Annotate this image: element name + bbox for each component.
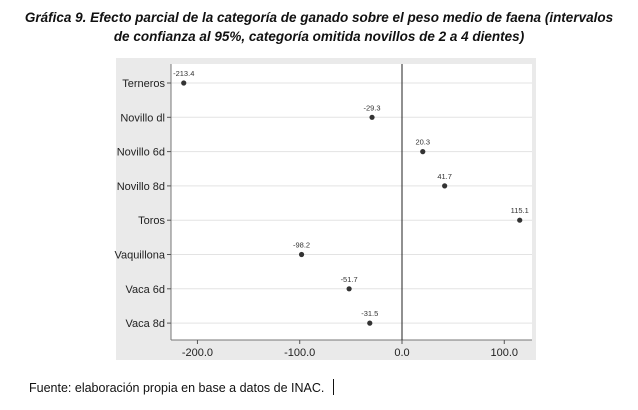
data-label-6: -51.7 (341, 275, 358, 284)
chart-title-line-1: Gráfica 9. Efecto parcial de la categorí… (24, 10, 614, 25)
data-label-7: -31.5 (361, 309, 378, 318)
data-label-3: 41.7 (437, 172, 452, 181)
data-point-5 (298, 251, 305, 258)
y-axis: Terneros Novillo dl Novillo 6d Novillo 8d To… (114, 78, 171, 330)
y-tick-label-0: Terneros (122, 78, 165, 90)
x-axis: -200.0 -100.0 0.0 100.0 (182, 340, 518, 359)
y-tick-label-4: Toros (138, 215, 165, 227)
data-label-0: -213.4 (173, 69, 194, 78)
data-point-1 (369, 114, 375, 120)
text-cursor (333, 379, 335, 395)
x-tick-label-1: -100.0 (284, 347, 315, 359)
data-label-1: -29.3 (363, 103, 380, 112)
y-tick-label-1: Novillo dl (120, 112, 165, 124)
data-label-4: 115.1 (511, 206, 529, 215)
data-points: -213.4 -29.3 20.3 41.7 115.1 -98.2 -51.7 -31.5 (173, 69, 529, 326)
data-point-0 (181, 80, 187, 86)
data-label-2: 20.3 (415, 138, 430, 147)
y-tick-label-2: Novillo 6d (117, 147, 165, 159)
y-tick-label-7: Vaca 8d (125, 318, 165, 330)
chart-title: Gráfica 9. Efecto parcial de la categorí… (0, 8, 638, 46)
x-tick-label-2: 0.0 (394, 347, 409, 359)
data-point-4 (517, 217, 523, 223)
x-tick-label-0: -200.0 (182, 347, 213, 359)
data-point-2 (420, 149, 426, 155)
y-tick-label-3: Novillo 8d (117, 181, 165, 193)
chart-title-line-2: de confianza al 95%, categoría omitida n… (113, 29, 525, 44)
y-tick-label-6: Vaca 6d (125, 284, 165, 296)
data-point-7 (367, 320, 373, 326)
source-note: Fuente: elaboración propia en base a dat… (29, 379, 335, 395)
y-tick-label-5: Vaquillona (114, 250, 165, 262)
data-point-6 (346, 286, 352, 292)
source-text: Fuente: elaboración propia en base a dat… (29, 381, 325, 395)
data-label-5: -98.2 (293, 241, 310, 250)
plot-area (171, 64, 532, 340)
x-tick-label-3: 100.0 (491, 347, 519, 359)
data-point-3 (442, 183, 448, 189)
